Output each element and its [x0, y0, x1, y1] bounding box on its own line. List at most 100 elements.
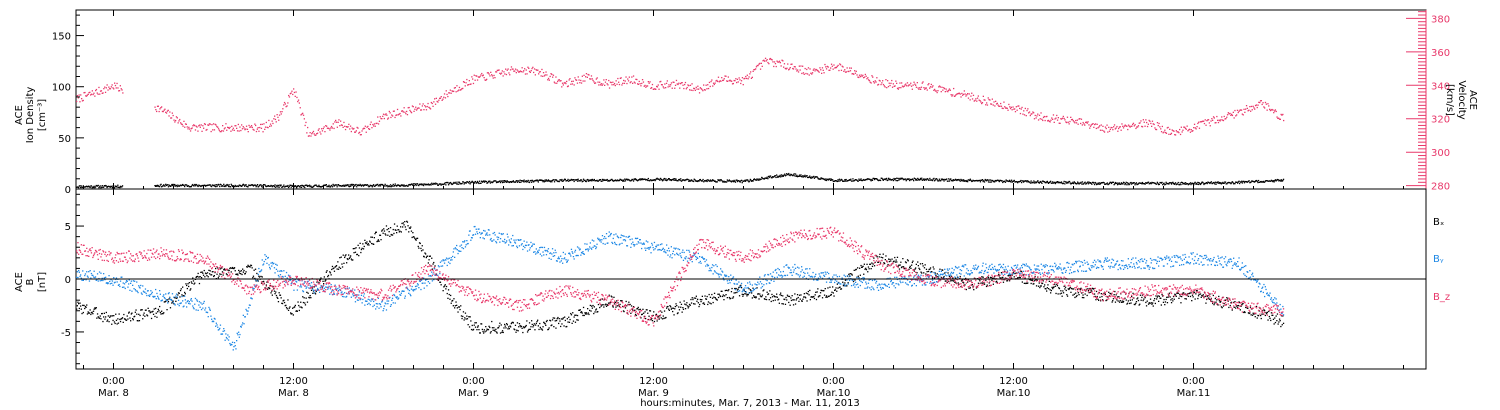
ion-density-point-1648	[1220, 182, 1222, 184]
velocity-point-83	[175, 116, 178, 118]
ion-density-point-840	[674, 179, 676, 181]
ion-density-point-697	[578, 180, 580, 182]
bx-point-822	[630, 305, 633, 307]
bx-point-1624	[1172, 300, 1174, 302]
velocity-point-783	[753, 69, 755, 71]
bx-point-730	[568, 321, 571, 323]
velocity-point-142	[224, 127, 226, 129]
velocity-point-57	[154, 106, 156, 108]
ion-density-point-446	[408, 183, 411, 186]
velocity-point-448	[476, 79, 479, 81]
bx-point-629	[500, 324, 502, 326]
bx-point-995	[747, 294, 749, 296]
ion-density-point-1658	[1226, 182, 1229, 184]
velocity-point-43	[111, 84, 113, 86]
velocity-point-1240	[1130, 125, 1132, 127]
ion-density-point-690	[573, 180, 575, 183]
velocity-point-701	[685, 88, 687, 90]
bx-point-1144	[848, 273, 850, 275]
ion-density-point-46	[107, 186, 109, 188]
bx-point-318	[290, 313, 292, 315]
ion-density-point-1068	[828, 178, 830, 180]
ion-density-point-1256	[955, 179, 957, 181]
velocity-point-1196	[1094, 123, 1096, 126]
ion-density-point-1134	[873, 177, 875, 180]
velocity-point-960	[899, 82, 901, 84]
ion-density-point-1014	[792, 175, 794, 177]
bx-point-1563	[1131, 295, 1133, 298]
bx-point-311	[285, 306, 288, 309]
bx-point-1342	[981, 282, 984, 284]
bx-point-1297	[951, 279, 953, 282]
ion-density-point-289	[302, 186, 305, 188]
ion-density-point-265	[286, 185, 288, 187]
velocity-point-894	[844, 71, 847, 73]
bx-point-1293	[948, 275, 951, 277]
ion-density-point-1565	[1164, 184, 1166, 186]
bx-point-1051	[785, 296, 787, 299]
ion-density-point-457	[416, 183, 418, 185]
bx-point-1730	[1243, 311, 1246, 313]
bx-point-894	[679, 301, 681, 303]
velocity-point-1217	[1111, 127, 1113, 129]
bx-point-259	[250, 264, 253, 267]
velocity-point-681	[669, 85, 671, 88]
bx-point-887	[674, 305, 676, 308]
velocity-point-1127	[1037, 113, 1039, 115]
bx-point-416	[356, 253, 359, 256]
bx-point-387	[337, 261, 339, 263]
bx-point-512	[421, 245, 423, 247]
bx-point-1656	[1193, 291, 1196, 294]
bx-point-404	[348, 257, 350, 260]
bx-point-1398	[1019, 276, 1021, 279]
ion-density-point-542	[473, 182, 475, 184]
bx-point-1638	[1181, 293, 1183, 295]
bx-point-93	[138, 320, 141, 322]
velocity-point-521	[537, 69, 539, 71]
bx-point-283	[267, 288, 269, 290]
bx-point-716	[559, 320, 561, 322]
bx-point-493	[408, 227, 411, 229]
bx-point-290	[271, 294, 273, 296]
bx-point-240	[238, 269, 240, 272]
ion-density-point-1629	[1207, 181, 1209, 183]
velocity-point-472	[496, 69, 498, 72]
velocity-point-946	[887, 85, 890, 88]
velocity-point-476	[500, 73, 502, 75]
ion-density-point-1291	[979, 179, 981, 182]
velocity-point-563	[571, 83, 574, 85]
velocity-point-1003	[934, 90, 937, 92]
bx-point-1126	[836, 290, 838, 292]
velocity-label-line1: ACE	[1467, 90, 1478, 110]
velocity-point-395	[433, 101, 435, 103]
velocity-point-1322	[1198, 121, 1200, 123]
bx-point-1030	[771, 293, 773, 296]
ion-density-point-588	[504, 181, 506, 183]
velocity-point-54	[120, 88, 122, 90]
velocity-point-1202	[1099, 125, 1101, 127]
ion-density-point-1713	[1264, 181, 1266, 183]
ion-density-point-236	[267, 185, 269, 187]
bx-point-1676	[1207, 295, 1209, 297]
velocity-point-1294	[1174, 134, 1177, 136]
velocity-point-388	[427, 102, 429, 105]
ion-density-point-1581	[1174, 182, 1177, 184]
ion-density-point-1514	[1129, 182, 1131, 184]
ion-density-point-1611	[1195, 183, 1197, 185]
velocity-point-1393	[1256, 106, 1258, 109]
bx-point-889	[676, 305, 678, 307]
velocity-point-394	[432, 105, 434, 107]
velocity-point-551	[561, 82, 564, 84]
bx-point-1562	[1130, 302, 1132, 304]
bx-point-383	[334, 266, 336, 268]
ion-density-point-469	[424, 183, 426, 185]
bx-point-348	[310, 289, 313, 291]
velocity-point-1411	[1271, 108, 1273, 111]
ion-density-point-324	[326, 186, 328, 188]
bx-point-610	[487, 328, 490, 331]
ion-density-point-287	[301, 184, 303, 186]
ion-density-point-225	[259, 184, 261, 186]
velocity-label-line2: Velocity	[1456, 80, 1467, 119]
velocity-point-818	[782, 60, 784, 62]
velocity-point-246	[310, 135, 312, 137]
